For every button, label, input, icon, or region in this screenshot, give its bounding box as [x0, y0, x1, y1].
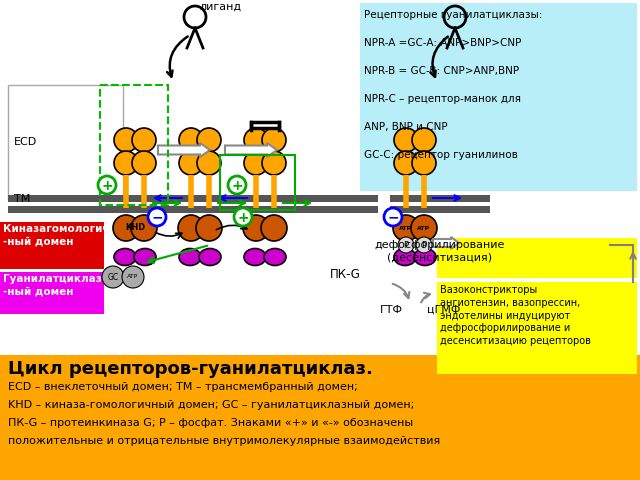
Circle shape — [131, 215, 157, 241]
Circle shape — [98, 176, 116, 194]
Text: GC-C: рецептор гуанилинов: GC-C: рецептор гуанилинов — [364, 150, 518, 160]
Text: ПК-G: ПК-G — [330, 268, 361, 281]
Ellipse shape — [199, 249, 221, 265]
Text: ANP, BNP и CNP: ANP, BNP и CNP — [364, 122, 447, 132]
Bar — [390, 206, 490, 213]
Text: NPR-C – рецептор-манок для: NPR-C – рецептор-манок для — [364, 94, 521, 104]
Circle shape — [132, 128, 156, 152]
Circle shape — [114, 151, 138, 175]
Circle shape — [197, 128, 221, 152]
Circle shape — [262, 151, 286, 175]
Text: NPR-A =GC-A: ANP>BNP>CNP: NPR-A =GC-A: ANP>BNP>CNP — [364, 38, 522, 48]
Bar — [437, 238, 637, 278]
FancyArrow shape — [158, 143, 210, 157]
Circle shape — [114, 128, 138, 152]
Bar — [437, 282, 637, 374]
Text: −: − — [387, 211, 399, 225]
Ellipse shape — [244, 249, 266, 265]
Circle shape — [178, 215, 204, 241]
Text: Вазоконстрикторы
ангиотензин, вазопрессин,
эндотелины индуцируют
дефросфорилиров: Вазоконстрикторы ангиотензин, вазопресси… — [440, 285, 591, 346]
Circle shape — [243, 215, 269, 241]
Ellipse shape — [414, 249, 436, 265]
Text: ATP: ATP — [399, 226, 413, 230]
Ellipse shape — [179, 249, 201, 265]
Bar — [0, 355, 640, 480]
Text: ГТФ: ГТФ — [380, 305, 403, 315]
Circle shape — [244, 128, 268, 152]
Text: ATP: ATP — [417, 226, 431, 230]
Bar — [0, 272, 104, 314]
Circle shape — [179, 151, 203, 175]
Text: KHD: KHD — [125, 224, 145, 232]
Text: дефосфорилирование
(десенситизация): дефосфорилирование (десенситизация) — [375, 240, 505, 263]
Text: ATP: ATP — [127, 275, 139, 279]
Circle shape — [416, 237, 432, 253]
Text: ПК-G – протеинкиназа G; P – фосфат. Знаками «+» и «-» обозначены: ПК-G – протеинкиназа G; P – фосфат. Знак… — [8, 418, 413, 428]
Text: +: + — [231, 179, 243, 192]
Text: +: + — [237, 211, 249, 225]
Ellipse shape — [114, 249, 136, 265]
Circle shape — [412, 151, 436, 175]
Circle shape — [228, 176, 246, 194]
Bar — [8, 85, 123, 200]
Bar — [8, 195, 378, 202]
Text: Гуанилатциклаз
-ный домен: Гуанилатциклаз -ный домен — [3, 274, 102, 296]
Text: Рецепторные гуанилатциклазы:: Рецепторные гуанилатциклазы: — [364, 10, 542, 20]
Circle shape — [132, 151, 156, 175]
Bar — [360, 3, 637, 191]
Text: ECD – внеклеточный домен; ТМ – трансмембранный домен;: ECD – внеклеточный домен; ТМ – трансмемб… — [8, 382, 358, 392]
Bar — [100, 85, 168, 205]
Text: P: P — [403, 240, 408, 250]
Circle shape — [197, 151, 221, 175]
Circle shape — [196, 215, 222, 241]
Bar — [8, 206, 378, 213]
Text: ТМ: ТМ — [14, 194, 30, 204]
Text: KHD – киназа-гомологичный домен; GC – гуанилатциклазный домен;: KHD – киназа-гомологичный домен; GC – гу… — [8, 400, 414, 410]
Text: P: P — [421, 240, 427, 250]
Circle shape — [394, 128, 418, 152]
Text: цГМФ: цГМФ — [427, 305, 460, 315]
Bar — [220, 155, 295, 210]
Circle shape — [384, 208, 402, 226]
Bar — [0, 222, 104, 269]
Text: Цикл рецепторов-гуанилатциклаз.: Цикл рецепторов-гуанилатциклаз. — [8, 360, 373, 378]
Text: лиганд: лиганд — [200, 2, 242, 12]
Bar — [390, 195, 490, 202]
Circle shape — [262, 128, 286, 152]
Circle shape — [244, 151, 268, 175]
Text: +: + — [101, 179, 113, 192]
Circle shape — [393, 215, 419, 241]
Ellipse shape — [394, 249, 416, 265]
Circle shape — [179, 128, 203, 152]
Circle shape — [394, 151, 418, 175]
Circle shape — [412, 128, 436, 152]
Circle shape — [148, 208, 166, 226]
Ellipse shape — [134, 249, 156, 265]
FancyArrow shape — [433, 237, 459, 249]
Circle shape — [122, 266, 144, 288]
Text: −: − — [151, 211, 163, 225]
Circle shape — [261, 215, 287, 241]
Circle shape — [102, 266, 124, 288]
Text: ECD: ECD — [14, 137, 37, 147]
Text: положительные и отрицательные внутримолекулярные взаимодействия: положительные и отрицательные внутримоле… — [8, 436, 440, 446]
Text: GC: GC — [108, 273, 118, 281]
Text: NPR-B = GC-B: CNP>ANP,BNP: NPR-B = GC-B: CNP>ANP,BNP — [364, 66, 519, 76]
Circle shape — [411, 215, 437, 241]
FancyArrow shape — [225, 143, 277, 157]
Text: Киназагомологич
-ный домен: Киназагомологич -ный домен — [3, 224, 109, 246]
Circle shape — [234, 208, 252, 226]
Circle shape — [398, 237, 414, 253]
Ellipse shape — [264, 249, 286, 265]
Bar — [251, 122, 279, 128]
Circle shape — [113, 215, 139, 241]
